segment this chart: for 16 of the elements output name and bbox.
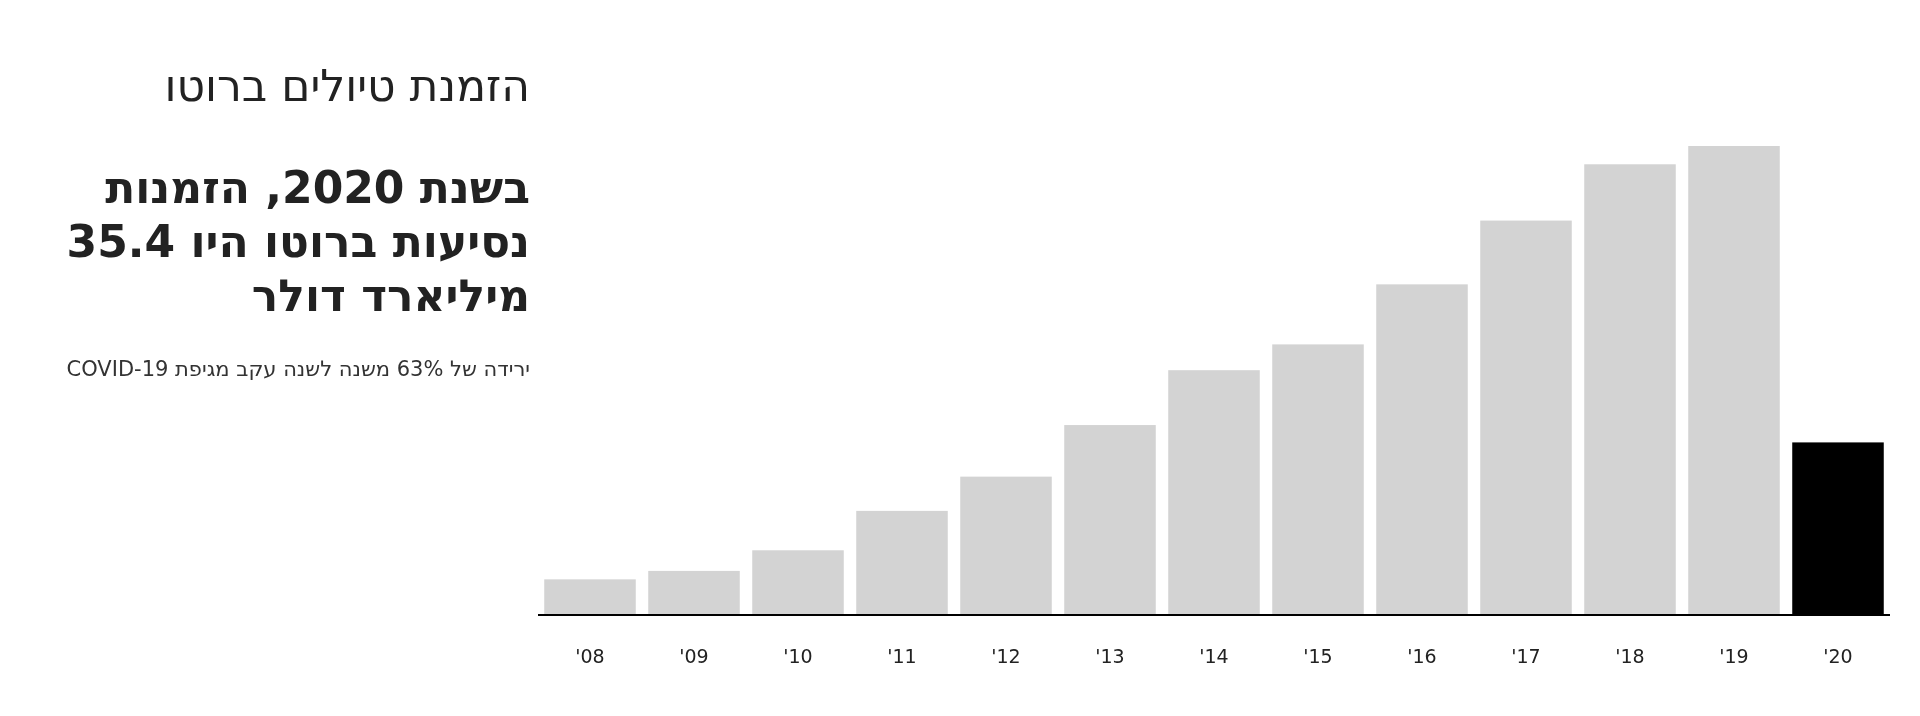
x-tick-label: '20 [1823,645,1853,667]
x-tick-label: '10 [783,645,813,667]
chart-title: הזמנת טיולים ברוטו [163,60,530,111]
x-tick-label: '11 [887,645,917,667]
x-tick-label: '09 [679,645,709,667]
x-tick-label: '18 [1615,645,1645,667]
x-tick-label: '15 [1303,645,1333,667]
x-tick-label: '19 [1719,645,1749,667]
x-tick-label: '13 [1095,645,1125,667]
x-tick-label: '17 [1511,645,1541,667]
x-tick-label: '14 [1199,645,1229,667]
x-tick-label: '08 [575,645,605,667]
text: ירידה של 63% משנה לשנה עקב מגיפת COVID-19 [65,356,530,383]
text: בשנת 2020, הזמנות נסיעות ברוטו היו 35.4 מיליארד דולר [65,161,530,323]
x-tick-label: '16 [1407,645,1437,667]
x-tick-label: '12 [991,645,1021,667]
